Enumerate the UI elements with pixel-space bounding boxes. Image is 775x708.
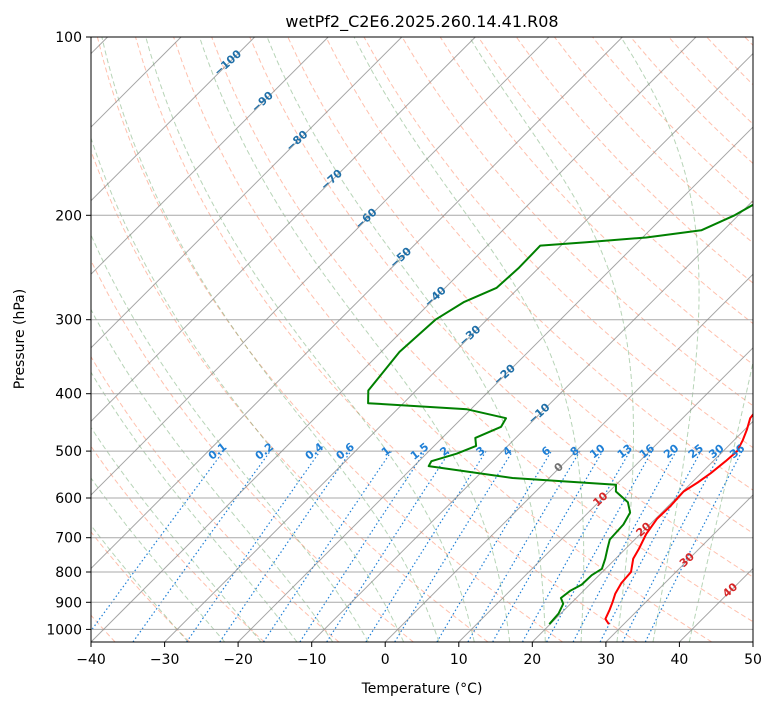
mixing-ratio-line — [91, 450, 224, 632]
y-tick-label: 300 — [55, 313, 82, 329]
mixing-ratio-line — [132, 450, 271, 642]
dry-adiabat-line — [325, 37, 753, 491]
dry-adiabat-line — [91, 149, 489, 642]
mixing-ratio-line — [572, 450, 677, 642]
dry-adiabat-line — [439, 37, 753, 366]
y-tick-label: 200 — [55, 208, 82, 224]
isotherm-line — [311, 199, 753, 642]
mixing-ratio-line — [394, 450, 514, 642]
moist-adiabat-line — [199, 37, 511, 642]
dry-adiabat-line — [91, 531, 191, 642]
moist-adiabat-line — [101, 37, 440, 642]
isotherm-line — [384, 273, 753, 642]
y-tick-label: 100 — [55, 30, 82, 46]
mixing-ratio-line — [262, 450, 392, 642]
dry-adiabat-line — [91, 445, 265, 642]
isotherm-line — [91, 37, 329, 275]
y-tick-label: 600 — [55, 491, 82, 507]
dry-adiabat-line — [135, 37, 638, 642]
isotherm-line — [458, 347, 753, 642]
moist-adiabat-line — [91, 477, 226, 642]
isotherm-line — [91, 37, 623, 570]
x-tick-label: 10 — [450, 652, 468, 668]
temperature-profile-line — [604, 412, 753, 625]
isobar-gridlines — [91, 37, 753, 630]
mixing-ratio-line — [546, 450, 653, 642]
x-axis-label: Temperature (°C) — [361, 681, 483, 697]
mixing-ratio-line — [644, 450, 743, 642]
dry-adiabat-line — [91, 355, 340, 642]
isotherm-line — [605, 494, 753, 642]
moist-adiabat-line — [91, 426, 262, 642]
moist-adiabat-line — [266, 37, 546, 642]
moist-adiabat-line — [145, 37, 475, 642]
isotherm-line — [91, 37, 256, 202]
mixing-ratio-line — [219, 450, 352, 642]
x-tick-label: 50 — [744, 652, 762, 668]
isotherm-line — [164, 52, 753, 642]
y-tick-label: 800 — [55, 565, 82, 581]
moist-adiabat-line — [620, 37, 700, 642]
x-tick-label: 0 — [381, 652, 390, 668]
x-tick-label: 40 — [670, 652, 688, 668]
y-tick-label: 400 — [55, 387, 82, 403]
moist-adiabat-line — [688, 360, 753, 642]
isotherm-line — [91, 37, 697, 642]
dry-adiabat-line — [173, 37, 713, 642]
moist-adiabat-line — [91, 308, 334, 642]
isotherm-gridlines — [91, 37, 753, 642]
x-tick-label: 20 — [523, 652, 541, 668]
mixing-ratio-line — [521, 450, 631, 642]
moist-adiabat-line — [353, 37, 585, 642]
dry-adiabat-line — [211, 37, 753, 623]
isotherm-line — [237, 126, 753, 642]
dry-adiabat-line — [249, 37, 753, 578]
plot-frame — [90, 36, 754, 643]
isotherm-line — [531, 420, 753, 642]
y-tick-label: 500 — [55, 444, 82, 460]
moist-adiabat-line — [91, 136, 405, 642]
dry-adiabat-line — [515, 37, 753, 284]
y-tick-label: 700 — [55, 531, 82, 547]
x-tick-label: 30 — [597, 652, 615, 668]
x-tick-label: −20 — [223, 652, 253, 668]
y-axis-label: Pressure (hPa) — [12, 289, 28, 389]
dry-adiabat-line — [96, 37, 563, 642]
dry-adiabat-line — [401, 37, 753, 407]
x-tick-label: −10 — [297, 652, 327, 668]
y-tick-label: 900 — [55, 595, 82, 611]
mixing-ratio-line — [186, 450, 321, 642]
isotherm-line — [91, 37, 403, 349]
isotherm-line — [91, 37, 476, 423]
moist-adiabat-line — [91, 233, 369, 642]
mixing-ratio-line — [299, 450, 426, 642]
y-tick-label: 1000 — [46, 622, 82, 638]
chart-title: wetPf2_C2E6.2025.260.14.41.R08 — [285, 12, 558, 32]
dewpoint-profile-line — [367, 203, 753, 625]
x-tick-label: −30 — [150, 652, 180, 668]
isotherm-line — [91, 37, 550, 496]
x-tick-label: −40 — [76, 652, 106, 668]
mixing-ratio-line — [326, 450, 451, 642]
